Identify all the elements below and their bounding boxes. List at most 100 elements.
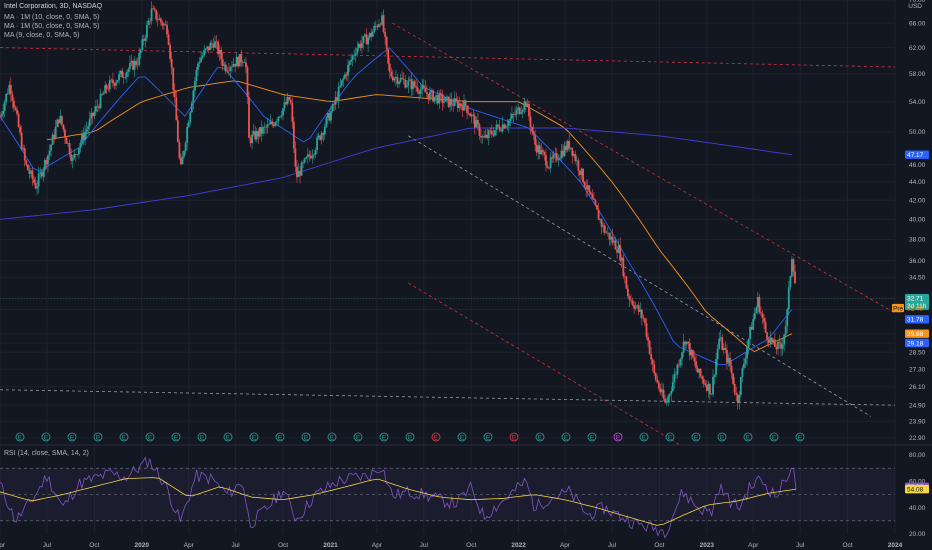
- candle-158: [243, 58, 246, 64]
- candle-body: [192, 90, 195, 104]
- earnings-letter: E: [226, 434, 231, 441]
- candle-211: [325, 115, 328, 129]
- candle-23: [34, 177, 37, 190]
- ma-line-1: [0, 127, 792, 220]
- candle-body: [405, 85, 408, 88]
- candle-body: [228, 70, 230, 72]
- candle-149: [229, 65, 232, 79]
- candle-377: [582, 168, 584, 184]
- candle-body: [495, 124, 498, 131]
- candle-500: [772, 337, 775, 346]
- candle-485: [749, 325, 752, 346]
- candle-body: [334, 97, 337, 105]
- candle-239: [368, 32, 371, 41]
- candle-body: [138, 53, 141, 65]
- candle-body: [251, 134, 254, 144]
- price-axis[interactable]: 70.00 66.00 62.00 58.00 54.00 50.00 46.00 44.00…: [909, 0, 926, 538]
- candle-320: [494, 129, 496, 137]
- candle-body: [744, 358, 747, 364]
- candle-445: [687, 341, 690, 349]
- candle-318: [490, 124, 493, 139]
- candle-body: [266, 124, 269, 128]
- candle-349: [538, 141, 541, 160]
- candle-75: [115, 79, 117, 90]
- candle-174: [268, 119, 271, 125]
- ma-legend-9[interactable]: MA (9, close, 0, SMA, 5): [4, 32, 80, 39]
- candle-335: [517, 103, 520, 115]
- candle-421: [650, 346, 653, 365]
- candle-33: [50, 144, 52, 157]
- candle-body: [60, 115, 63, 125]
- time-axis[interactable]: Apr Jul Oct 2020 Apr Jul Oct 2021 Apr Jul Oct 2022 A…: [0, 542, 903, 549]
- candle-body: [303, 158, 306, 163]
- candle-body: [647, 336, 649, 341]
- candle-body: [367, 37, 370, 45]
- candle-body: [529, 116, 532, 128]
- candle-body: [511, 114, 513, 119]
- candle-282: [435, 95, 438, 104]
- earnings-icon: [795, 432, 805, 442]
- time-tick-12: Apr: [560, 542, 571, 549]
- candle-323: [498, 119, 501, 133]
- candle-body: [480, 135, 482, 138]
- candle-body: [381, 15, 383, 25]
- candle-body: [141, 39, 144, 50]
- candle-body: [82, 134, 85, 140]
- candle-386: [596, 204, 598, 210]
- candle-375: [579, 170, 581, 182]
- candle-body: [2, 110, 4, 115]
- rsi-lines: [0, 456, 797, 539]
- candle-body: [585, 186, 588, 190]
- candle-314: [484, 128, 487, 139]
- ma-legend-10[interactable]: MA · 1M (10, close, 0, SMA, 5): [4, 14, 100, 21]
- candle-body: [755, 307, 758, 314]
- earnings-marker-13: E: [353, 432, 363, 442]
- candle-37: [56, 118, 59, 127]
- candle-body: [214, 41, 216, 48]
- candle-40: [60, 115, 63, 127]
- candle-132: [203, 44, 206, 57]
- price-tag-3-bg: [905, 315, 929, 324]
- candle-body: [320, 133, 323, 140]
- candle-body: [3, 101, 6, 111]
- candle-176: [271, 118, 274, 128]
- candle-143: [220, 46, 223, 66]
- candle-56: [85, 121, 88, 140]
- candle-body: [371, 31, 374, 37]
- candle-227: [350, 53, 352, 65]
- candle-365: [563, 141, 566, 158]
- price-tick-2: 62.00: [909, 45, 926, 52]
- candle-body: [344, 74, 346, 79]
- candle-body: [101, 93, 103, 95]
- price-tick-12: 34.50: [909, 275, 926, 282]
- candle-body: [526, 103, 529, 107]
- candle-body: [76, 154, 79, 156]
- candle-442: [682, 333, 685, 357]
- candle-body: [775, 346, 778, 350]
- candle-489: [755, 305, 758, 314]
- candle-body: [772, 339, 775, 342]
- candle-body: [337, 86, 340, 101]
- candle-283: [436, 90, 439, 106]
- candle-body: [715, 359, 718, 375]
- rsi-legend[interactable]: RSI (14, close, SMA, 14, 2): [4, 450, 89, 457]
- candle-body: [749, 326, 752, 339]
- candle-131: [201, 52, 204, 60]
- candle-body: [268, 123, 271, 125]
- candle-body: [170, 58, 173, 68]
- price-tag-1-bg: [905, 294, 929, 303]
- candle-372: [574, 150, 577, 164]
- candle-405: [625, 276, 628, 290]
- candle-298: [460, 102, 462, 110]
- candle-120: [184, 140, 187, 155]
- candle-body: [237, 57, 240, 67]
- candle-127: [195, 66, 198, 87]
- candle-body: [6, 93, 9, 95]
- ma-legend-50[interactable]: MA · 1M (50, close, 0, SMA, 5): [4, 23, 100, 30]
- candle-41: [62, 124, 65, 133]
- candle-366: [565, 141, 567, 153]
- candle-body: [770, 337, 773, 342]
- earnings-icon: [171, 432, 181, 442]
